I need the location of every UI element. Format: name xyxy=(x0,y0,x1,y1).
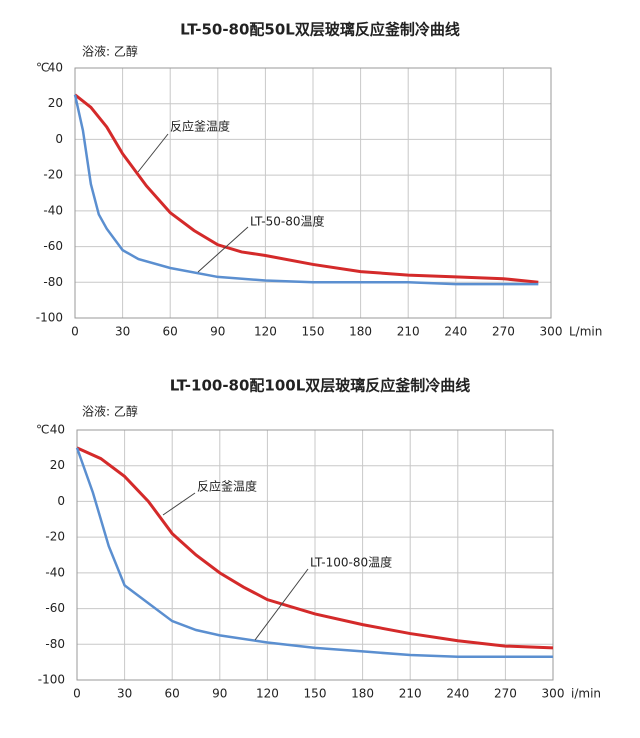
y-tick-label: -60 xyxy=(43,239,63,253)
x-tick-label: 0 xyxy=(71,325,79,339)
y-axis-label: ℃ xyxy=(36,423,49,437)
x-tick-label: 0 xyxy=(73,687,81,701)
x-tick-label: 90 xyxy=(210,325,225,339)
series-line xyxy=(76,446,554,650)
annotation-leader xyxy=(197,226,249,273)
y-tick-label: 40 xyxy=(50,423,65,437)
plot-frame xyxy=(74,67,552,319)
x-tick-label: 60 xyxy=(163,325,178,339)
series-label: LT-50-80温度 xyxy=(250,214,324,229)
annotation-leader xyxy=(254,568,309,641)
x-tick-label: 180 xyxy=(351,687,374,701)
y-tick-label: -100 xyxy=(38,673,65,687)
y-tick-label: 20 xyxy=(50,458,65,472)
subtitle: 浴液: 乙醇 xyxy=(82,44,138,59)
x-tick-label: 120 xyxy=(256,687,279,701)
y-tick-label: 0 xyxy=(55,132,63,146)
annotation-leader xyxy=(162,492,196,516)
y-axis-label: ℃ xyxy=(36,61,49,75)
x-tick-label: 300 xyxy=(542,687,565,701)
x-tick-label: 300 xyxy=(540,325,563,339)
x-tick-label: 30 xyxy=(115,325,130,339)
y-tick-label: 0 xyxy=(57,494,65,508)
subtitle: 浴液: 乙醇 xyxy=(82,404,138,419)
x-axis-label: i/min xyxy=(571,687,601,701)
x-tick-label: 240 xyxy=(444,325,467,339)
series-line xyxy=(75,447,553,659)
chart-title: LT-100-80配100L双层玻璃反应釜制冷曲线 xyxy=(170,377,471,395)
x-tick-label: 270 xyxy=(494,687,517,701)
plot-frame xyxy=(76,429,554,681)
series-label: 反应釜温度 xyxy=(197,479,257,494)
x-tick-label: 90 xyxy=(212,687,227,701)
y-tick-label: -40 xyxy=(43,203,63,217)
y-tick-label: -20 xyxy=(45,530,65,544)
y-tick-label: 40 xyxy=(48,61,63,75)
y-tick-label: -80 xyxy=(43,275,63,289)
series-label: LT-100-80温度 xyxy=(310,555,392,570)
x-tick-label: 150 xyxy=(304,687,327,701)
y-tick-label: -80 xyxy=(45,637,65,651)
y-tick-label: -20 xyxy=(43,168,63,182)
annotation-leader xyxy=(137,133,169,173)
x-tick-label: 60 xyxy=(165,687,180,701)
y-tick-label: 20 xyxy=(48,96,63,110)
y-tick-label: -60 xyxy=(45,601,65,615)
x-tick-label: 270 xyxy=(492,325,515,339)
x-tick-label: 150 xyxy=(302,325,325,339)
x-tick-label: 240 xyxy=(446,687,469,701)
x-tick-label: 180 xyxy=(349,325,372,339)
y-tick-label: -100 xyxy=(36,311,63,325)
x-tick-label: 30 xyxy=(117,687,132,701)
y-tick-label: -40 xyxy=(45,565,65,579)
x-tick-label: 210 xyxy=(397,325,420,339)
x-tick-label: 120 xyxy=(254,325,277,339)
series-label: 反应釜温度 xyxy=(170,119,230,134)
series-line xyxy=(74,93,539,284)
series-line xyxy=(73,94,539,286)
x-axis-label: L/min xyxy=(569,325,602,339)
x-tick-label: 210 xyxy=(399,687,422,701)
chart-title: LT-50-80配50L双层玻璃反应釜制冷曲线 xyxy=(180,21,460,39)
